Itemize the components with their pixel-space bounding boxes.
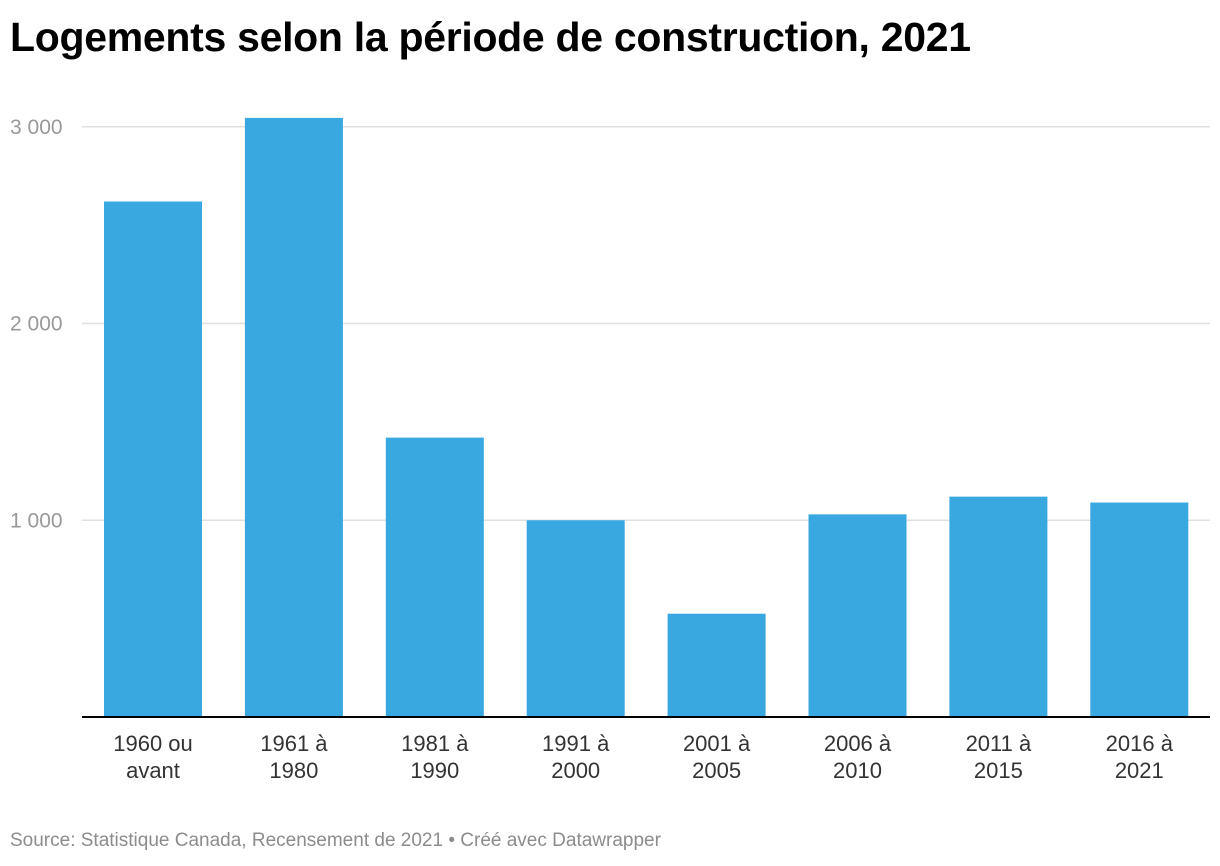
x-tick-label-line: 2016 à <box>1106 731 1174 756</box>
x-tick-label: 1991 à 2000 <box>542 731 610 783</box>
x-tick-label: 1981 à 1990 <box>401 731 469 783</box>
x-tick-label-line: 2011 à <box>966 731 1032 756</box>
bar <box>526 520 625 717</box>
chart-title: Logements selon la période de constructi… <box>10 14 971 60</box>
y-tick-label: 3 000 <box>10 116 63 139</box>
footer-credit: Créé avec Datawrapper <box>460 830 661 851</box>
footer-source: Source: Statistique Canada, Recensement … <box>10 830 444 851</box>
x-tick-label-line: 1960 ou <box>113 731 193 756</box>
x-tick-label-line: 1980 <box>269 758 318 783</box>
x-tick-label: 2001 à 2005 <box>683 731 751 783</box>
bar <box>1090 502 1189 717</box>
y-tick-label: 2 000 <box>10 313 63 336</box>
bar <box>808 514 907 717</box>
chart-footer: Source: Statistique Canada, Recensement … <box>10 830 661 852</box>
x-tick-label-line: avant <box>126 758 180 783</box>
x-tick-label-line: 1990 <box>410 758 459 783</box>
x-tick-label-line: 1991 à <box>542 731 610 756</box>
x-tick-label-line: 1981 à <box>401 731 469 756</box>
y-tick-label: 1 000 <box>10 509 63 532</box>
x-tick-label-line: 2010 <box>833 758 882 783</box>
x-tick-label-line: 2021 <box>1115 758 1164 783</box>
x-tick-label: 1961 à 1980 <box>260 731 328 783</box>
x-tick-label: 2011 à 2015 <box>966 731 1032 783</box>
footer-separator: • <box>448 830 455 851</box>
x-tick-label: 1960 ou avant <box>113 731 193 783</box>
x-tick-label: 2016 à 2021 <box>1106 731 1174 783</box>
x-tick-label-line: 2001 à <box>683 731 751 756</box>
bar <box>104 201 202 717</box>
x-tick-label-line: 1961 à <box>260 731 328 756</box>
bar <box>667 613 766 717</box>
x-tick-label-line: 2015 <box>974 758 1023 783</box>
bar <box>949 496 1048 717</box>
x-tick-label: 2006 à 2010 <box>824 731 892 783</box>
x-tick-label-line: 2000 <box>551 758 600 783</box>
bar <box>385 437 484 717</box>
x-tick-label-line: 2006 à <box>824 731 892 756</box>
x-tick-label-line: 2005 <box>692 758 741 783</box>
bar <box>244 117 343 718</box>
